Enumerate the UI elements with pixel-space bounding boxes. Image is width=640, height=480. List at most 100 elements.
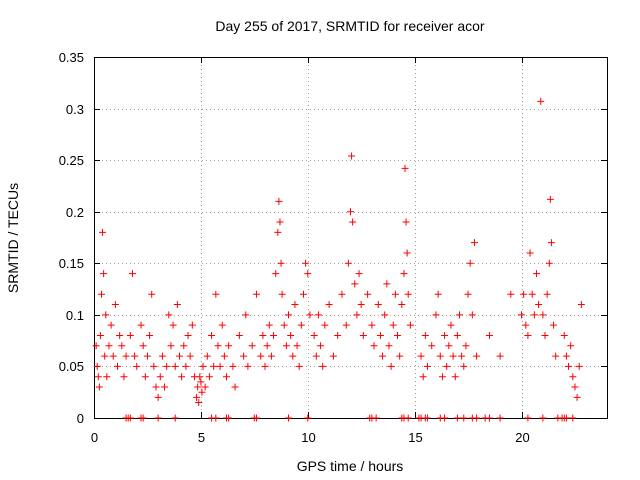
data-point [518,311,525,319]
x-axis-label: GPS time / hours [297,458,404,474]
data-point [532,270,540,278]
data-point [218,321,226,329]
data-point [364,290,372,298]
y-tick-label: 0.3 [66,102,84,117]
data-point [546,195,554,203]
data-point [161,383,169,391]
data-point [460,362,468,370]
data-point [389,321,397,329]
data-point [565,362,573,370]
data-point [401,164,409,172]
data-point [252,290,260,298]
data-point [306,311,314,319]
data-point [524,331,532,339]
y-axis: 0 0.05 0.1 0.15 0.2 0.25 0.3 0.35 [59,50,607,426]
data-point [423,362,431,370]
data-point [176,352,183,360]
data-point [347,208,354,216]
zero-marker [496,414,504,422]
y-tick-label: 0.35 [59,50,84,65]
data-point [122,352,130,360]
data-point [317,342,325,350]
data-point [102,311,110,319]
zero-marker [473,414,481,422]
data-point [197,378,205,386]
data-point [165,311,173,319]
data-point [573,393,581,401]
data-point [528,290,536,298]
data-point [128,270,136,278]
data-point [302,259,310,267]
data-point [265,321,273,329]
plot-frame [94,57,608,419]
data-point [447,321,455,329]
data-point [334,331,342,339]
zero-marker [285,414,293,422]
data-point [143,352,151,360]
data-point [376,331,384,339]
data-point [199,362,207,370]
data-point [520,290,528,298]
data-point [103,373,111,381]
x-tick-label: 10 [301,430,315,445]
data-point [344,259,352,267]
data-point [229,362,237,370]
data-point [194,383,202,391]
data-point [552,352,560,360]
data-point [291,301,299,309]
data-point [171,362,179,370]
data-point [216,362,224,370]
data-point [193,393,201,401]
data-point [180,342,188,350]
data-point [496,352,504,360]
data-point [562,352,570,360]
data-point [295,362,303,370]
data-point [169,321,177,329]
data-point [274,228,282,236]
data-point [310,331,318,339]
data-point [522,321,530,329]
data-point [537,97,545,105]
data-point [441,331,449,339]
grid [94,57,607,418]
data-point [210,362,218,370]
data-point [464,290,472,298]
data-point [299,290,307,298]
data-point [150,362,158,370]
data-point [163,362,171,370]
data-point [107,321,115,329]
y-axis-label: SRMTID / TECUs [5,183,21,293]
data-point [242,311,250,319]
data-point [438,373,446,381]
data-point [421,331,429,339]
data-point [139,342,147,350]
data-point [456,311,464,319]
data-point [417,352,425,360]
data-point [550,321,558,329]
data-point [277,259,285,267]
data-point [131,352,139,360]
data-point [526,249,534,257]
y-tick-label: 0.25 [59,153,84,168]
data-point [394,331,402,339]
zero-marker [460,414,468,422]
data-point [208,331,216,339]
data-point [402,218,410,226]
data-point [338,290,346,298]
data-point [381,311,389,319]
data-point [396,352,404,360]
data-point [116,331,124,339]
data-point [267,352,275,360]
data-point [287,331,295,339]
data-point [560,331,568,339]
data-point [109,352,117,360]
data-point [468,311,476,319]
x-tick-label: 5 [198,430,205,445]
zero-marker [126,414,134,422]
data-point [351,280,359,288]
y-tick-label: 0.2 [66,205,84,220]
data-point [539,311,547,319]
data-point [379,352,387,360]
data-point [167,342,175,350]
